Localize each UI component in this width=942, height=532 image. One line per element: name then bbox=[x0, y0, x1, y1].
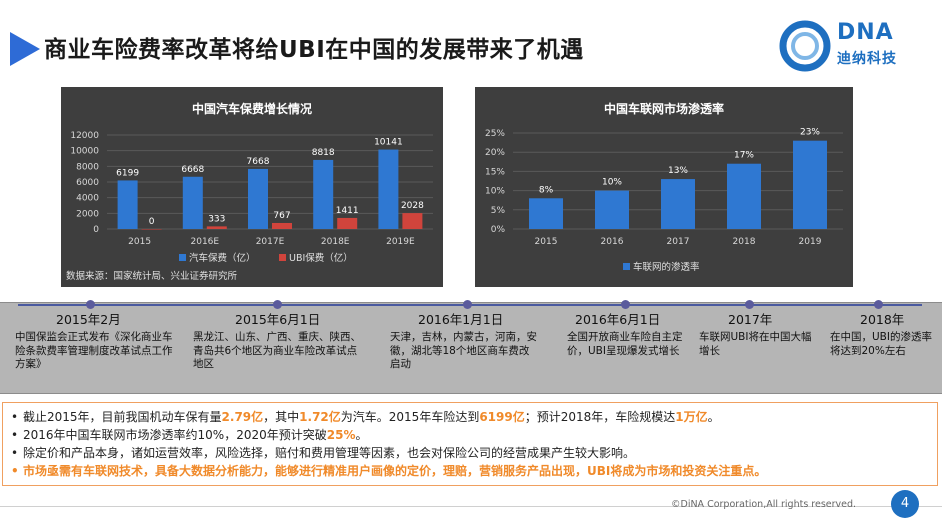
bar bbox=[337, 217, 358, 229]
timeline-dot bbox=[745, 300, 754, 309]
x-tick-label: 2018 bbox=[733, 237, 756, 247]
data-label: 23% bbox=[800, 128, 820, 138]
company-logo: DNA 迪纳科技 bbox=[777, 18, 937, 74]
copyright-text: ©DiNA Corporation,All rights reserved. bbox=[671, 499, 857, 510]
penetration-rate-chart-svg: 中国车联网市场渗透率 0% 5% 10% 15% 20% 25% 8% 2015 10% 2016 1… bbox=[485, 101, 843, 273]
timeline-desc: 中国保监会正式发布《深化商业车险条款费率管理制度改革试点工作方案》 bbox=[15, 331, 173, 370]
x-tick-label: 2015 bbox=[535, 237, 558, 247]
premium-growth-chart: 中国汽车保费增长情况 0 2000 4000 6000 8000 10000 12000 201… bbox=[61, 87, 443, 287]
timeline-desc: 全国开放商业车险自主定价，UBI呈现爆发式增长 bbox=[567, 331, 683, 357]
timeline-date: 2016年1月1日 bbox=[418, 312, 504, 327]
timeline-date: 2016年6月1日 bbox=[575, 312, 661, 327]
timeline-desc: 车联网UBI将在中国大幅增长 bbox=[699, 331, 812, 357]
data-label: 6668 bbox=[181, 165, 204, 175]
x-tick-label: 2019E bbox=[386, 237, 415, 247]
y-tick-label: 5% bbox=[491, 206, 506, 216]
footer-divider bbox=[0, 506, 942, 507]
x-tick-label: 2017E bbox=[256, 237, 285, 247]
legend-entry: 车联网的渗透率 bbox=[633, 261, 700, 273]
legend-entry: UBI保费（亿） bbox=[289, 252, 353, 264]
timeline-dot bbox=[463, 300, 472, 309]
data-label: 13% bbox=[668, 166, 688, 176]
dna-logo-icon bbox=[779, 20, 831, 72]
x-tick-label: 2015 bbox=[128, 237, 151, 247]
timeline-desc: 天津，吉林，内蒙古，河南，安徽，湖北等18个地区商车费改启动 bbox=[390, 331, 537, 370]
data-label: 17% bbox=[734, 151, 754, 161]
bullet-2: • 2016年中国车联网市场渗透率约10%，2020年预计突破25%。 bbox=[11, 428, 368, 442]
bar bbox=[313, 159, 334, 229]
data-label: 10% bbox=[602, 178, 622, 188]
summary-box: • 截止2015年，目前我国机动车保有量2.79亿，其中1.72亿为汽车。2015… bbox=[2, 402, 938, 486]
timeline-dot bbox=[273, 300, 282, 309]
page-title: 商业车险费率改革将给UBI在中国的发展带来了机遇 bbox=[44, 37, 584, 63]
bullet-4: • 市场亟需有车联网技术，具备大数据分析能力，能够进行精准用户画像的定价，理赔，营… bbox=[11, 464, 767, 478]
bar bbox=[117, 180, 138, 229]
y-tick-label: 0 bbox=[93, 225, 99, 235]
reform-timeline: 2015年2月 中国保监会正式发布《深化商业车险条款费率管理制度改革试点工作方案… bbox=[0, 300, 942, 394]
legend-swatch bbox=[179, 254, 186, 261]
x-tick-label: 2017 bbox=[667, 237, 690, 247]
title-arrow-icon bbox=[10, 32, 40, 66]
bar bbox=[272, 222, 292, 229]
legend-swatch bbox=[623, 263, 630, 270]
timeline-date: 2017年 bbox=[728, 312, 773, 327]
bar bbox=[141, 229, 162, 230]
bar bbox=[595, 190, 629, 229]
data-label: 333 bbox=[208, 214, 225, 224]
bullet-3: • 除定价和产品本身，诸如运营效率，风险选择，赔付和费用管理等因素，也会对保险公司… bbox=[11, 446, 636, 460]
data-label: 0 bbox=[149, 217, 155, 227]
timeline-desc: 在中国，UBI的渗透率将达到20%左右 bbox=[830, 331, 932, 357]
data-label: 1411 bbox=[336, 206, 359, 216]
y-tick-label: 6000 bbox=[76, 178, 99, 188]
timeline-dot bbox=[874, 300, 883, 309]
data-label: 7668 bbox=[247, 157, 270, 167]
bar bbox=[182, 176, 203, 229]
data-label: 2028 bbox=[401, 201, 424, 211]
x-tick-label: 2018E bbox=[321, 237, 350, 247]
y-tick-label: 10% bbox=[485, 187, 505, 197]
bar bbox=[529, 198, 563, 229]
bar bbox=[402, 213, 423, 229]
bar bbox=[206, 226, 227, 229]
legend-entry: 汽车保费（亿） bbox=[189, 252, 256, 264]
y-tick-label: 2000 bbox=[76, 209, 99, 219]
bar bbox=[378, 149, 399, 229]
bullet-1: • 截止2015年，目前我国机动车保有量2.79亿，其中1.72亿为汽车。2015… bbox=[11, 410, 720, 424]
y-tick-label: 10000 bbox=[70, 147, 99, 157]
y-tick-label: 12000 bbox=[70, 131, 99, 141]
page-number-badge: 4 bbox=[891, 490, 919, 518]
penetration-rate-chart: 中国车联网市场渗透率 0% 5% 10% 15% 20% 25% 8% 2015 10% 2016 1… bbox=[475, 87, 853, 287]
logo-text-cn: 迪纳科技 bbox=[837, 51, 897, 67]
x-tick-label: 2019 bbox=[799, 237, 822, 247]
data-label: 10141 bbox=[374, 138, 403, 148]
data-label: 6199 bbox=[116, 168, 139, 178]
chart-title: 中国车联网市场渗透率 bbox=[604, 101, 724, 116]
timeline-date: 2018年 bbox=[860, 312, 905, 327]
x-tick-label: 2016 bbox=[601, 237, 624, 247]
timeline-date: 2015年2月 bbox=[56, 312, 121, 327]
bar bbox=[661, 179, 695, 229]
data-label: 8818 bbox=[312, 148, 335, 158]
y-tick-label: 8000 bbox=[76, 162, 99, 172]
legend-swatch bbox=[279, 254, 286, 261]
timeline-date: 2015年6月1日 bbox=[235, 312, 321, 327]
y-tick-label: 4000 bbox=[76, 194, 99, 204]
y-tick-label: 20% bbox=[485, 148, 505, 158]
bar bbox=[793, 140, 827, 229]
y-tick-label: 0% bbox=[491, 225, 506, 235]
y-tick-label: 25% bbox=[485, 129, 505, 139]
chart-title: 中国汽车保费增长情况 bbox=[192, 101, 312, 116]
logo-text-en: DNA bbox=[837, 20, 894, 45]
data-label: 8% bbox=[539, 185, 554, 195]
chart-source: 数据来源：国家统计局、兴业证券研究所 bbox=[66, 270, 238, 282]
timeline-desc: 黑龙江、山东、广西、重庆、陕西、青岛共6个地区为商业车险改革试点地区 bbox=[193, 331, 361, 370]
bar bbox=[248, 168, 268, 229]
data-label: 767 bbox=[273, 211, 290, 221]
y-tick-label: 15% bbox=[485, 167, 505, 177]
x-tick-label: 2016E bbox=[191, 237, 220, 247]
bar bbox=[727, 163, 761, 229]
timeline-dot bbox=[621, 300, 630, 309]
premium-growth-chart-svg: 中国汽车保费增长情况 0 2000 4000 6000 8000 10000 12000 201… bbox=[66, 101, 433, 282]
timeline-dot bbox=[86, 300, 95, 309]
